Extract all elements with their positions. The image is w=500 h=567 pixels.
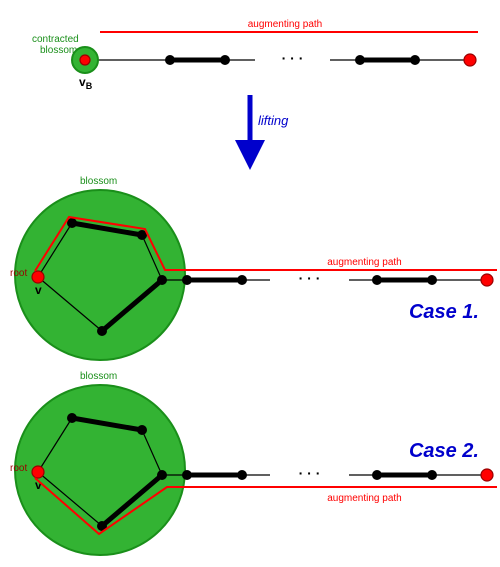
c2-path-n2 — [372, 470, 382, 480]
lifting-label: lifting — [258, 113, 289, 128]
c2-blossom-label: blossom — [80, 371, 117, 382]
c2-blossom-n-tl — [67, 413, 77, 423]
top-ellipsis: · · · — [282, 50, 304, 66]
c2-path-n1 — [237, 470, 247, 480]
top-node-1 — [220, 55, 230, 65]
c1-path-ell: · · · — [299, 270, 321, 286]
c1-path-n2 — [372, 275, 382, 285]
top-node-3 — [410, 55, 420, 65]
c1-blossom-n-root — [32, 271, 44, 283]
c2-blossom-n-tr — [137, 425, 147, 435]
c1-v-label: v — [35, 283, 42, 297]
c2-root-label: root — [10, 463, 27, 474]
c2-path-n0 — [182, 470, 192, 480]
c1-path-end — [481, 274, 493, 286]
vb-inner-node — [80, 55, 90, 65]
c1-blossom-n-bot — [97, 326, 107, 336]
vb-label: vB — [79, 75, 93, 91]
contracted-label-1: contracted — [32, 34, 79, 45]
top-end-node — [464, 54, 476, 66]
contracted-label-2: blossom — [40, 45, 77, 56]
c2-aug-label: augmenting path — [327, 493, 402, 504]
c1-blossom-label: blossom — [80, 176, 117, 187]
top-node-0 — [165, 55, 175, 65]
c2-path-ell: · · · — [299, 465, 321, 481]
c1-root-label: root — [10, 268, 27, 279]
top-aug-label: augmenting path — [248, 19, 323, 30]
c2-path-end — [481, 469, 493, 481]
c2-blossom-n-root — [32, 466, 44, 478]
c1-path-n3 — [427, 275, 437, 285]
top-node-2 — [355, 55, 365, 65]
c1-path-n0 — [182, 275, 192, 285]
c2-case-label: Case 2. — [409, 440, 479, 462]
c1-path-n1 — [237, 275, 247, 285]
c2-path-n3 — [427, 470, 437, 480]
c1-aug-label: augmenting path — [327, 257, 402, 268]
c1-case-label: Case 1. — [409, 301, 479, 323]
